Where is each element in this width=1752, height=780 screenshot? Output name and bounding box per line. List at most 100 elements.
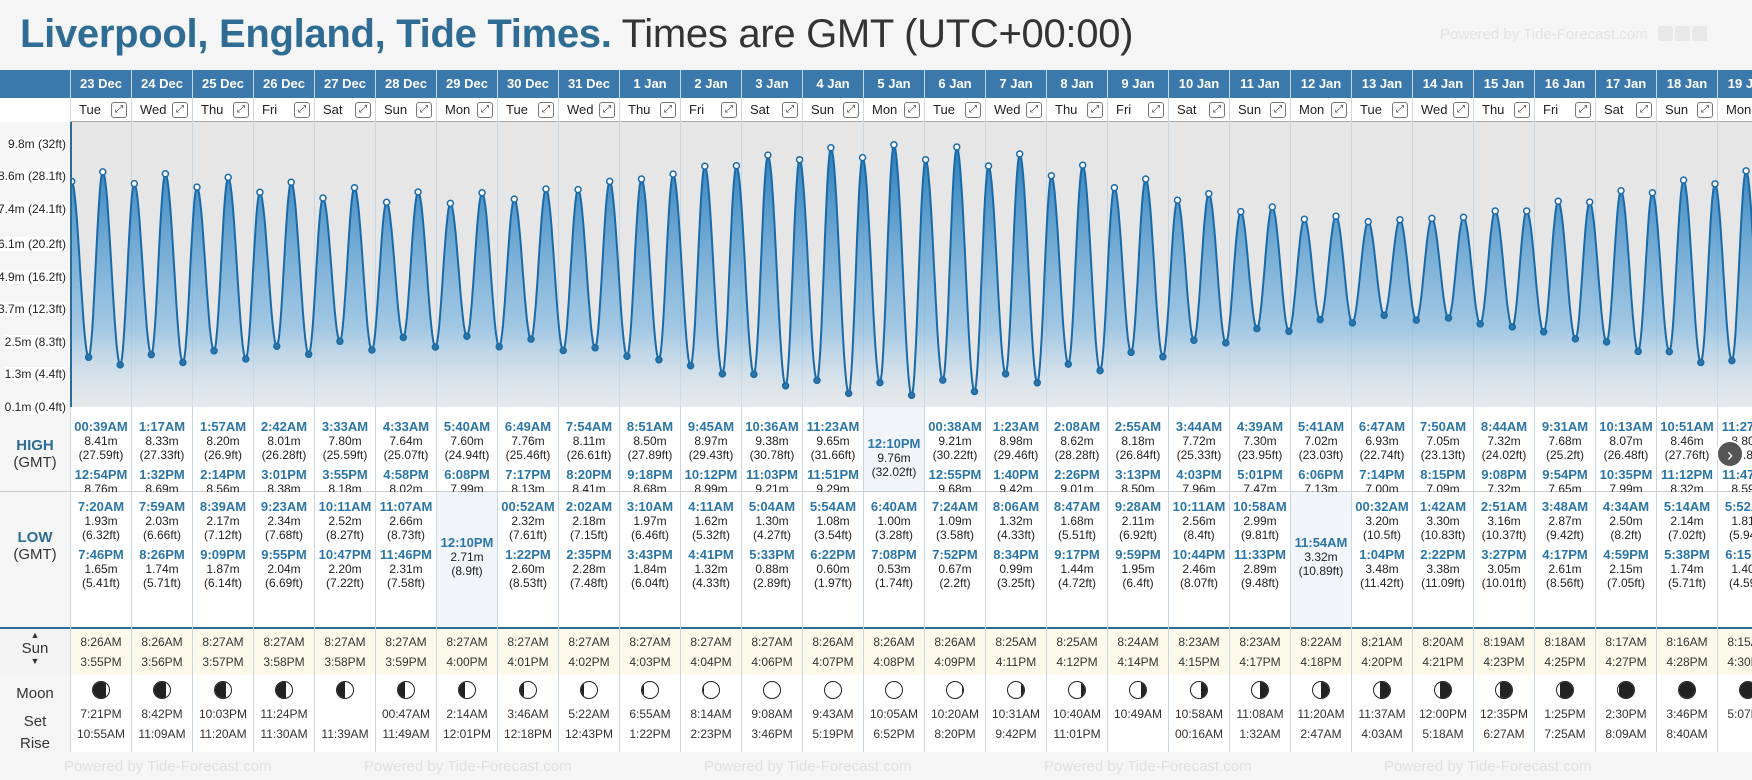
weekday-header: Tue ⤢ — [71, 98, 131, 122]
expand-icon[interactable]: ⤢ — [965, 102, 981, 118]
expand-icon[interactable]: ⤢ — [843, 102, 859, 118]
high-tide-time: 00:39AM — [74, 419, 128, 434]
moon-rise-label: Rise — [19, 735, 50, 752]
low-tide-height-m: 1.32m — [694, 562, 728, 576]
sunrise-time: 8:27AM — [568, 635, 610, 649]
expand-icon[interactable]: ⤢ — [1514, 102, 1530, 118]
day-column: 5 Jan Mon ⤢ 12:10PM 9.76m (32.02ft) 6:40AM 1.00… — [863, 70, 924, 752]
weekday-header: Mon ⤢ — [1291, 98, 1351, 122]
low-tide-height-ft: (8.73ft) — [386, 528, 425, 542]
moonset-time: 9:08AM — [751, 707, 793, 721]
weekday-header: Sun ⤢ — [376, 98, 436, 122]
weekday-label: Sun — [1665, 102, 1689, 117]
high-tide-height-m: 8.98m — [999, 434, 1033, 448]
low-tide-height-m: 3.38m — [1426, 562, 1460, 576]
sunset-time: 4:15PM — [1178, 655, 1220, 669]
expand-icon[interactable]: ⤢ — [1026, 102, 1042, 118]
scroll-right-button[interactable]: › — [1716, 440, 1744, 468]
sunrise-time: 8:27AM — [324, 635, 366, 649]
expand-icon[interactable]: ⤢ — [721, 102, 737, 118]
expand-icon[interactable]: ⤢ — [1148, 102, 1164, 118]
expand-icon[interactable]: ⤢ — [599, 102, 615, 118]
share-icon — [1674, 26, 1690, 41]
expand-icon[interactable]: ⤢ — [1392, 102, 1408, 118]
high-tide-height-ft: (25.2ft) — [1545, 448, 1584, 462]
expand-icon[interactable]: ⤢ — [111, 102, 127, 118]
day-column: 28 Dec Sun ⤢ 4:33AM 7.64m (25.07ft) 4:58PM 8.02… — [375, 70, 436, 752]
moonrise-time: 10:55AM — [76, 727, 126, 741]
moonset-time: 12:00PM — [1418, 707, 1468, 721]
high-tide-time: 1:17AM — [138, 419, 186, 434]
weekday-label: Tue — [1360, 102, 1382, 117]
expand-icon[interactable]: ⤢ — [1697, 102, 1713, 118]
sunset-time: 4:07PM — [812, 655, 854, 669]
sunset-time: 4:23PM — [1483, 655, 1525, 669]
weekday-label: Wed — [994, 102, 1021, 117]
sunrise-time: 8:27AM — [385, 635, 427, 649]
low-tide-height-ft: (6.4ft) — [1122, 576, 1154, 590]
high-tide-height-ft: (26.48ft) — [1603, 448, 1649, 462]
expand-icon[interactable]: ⤢ — [1453, 102, 1469, 118]
moon-phase-icon — [1129, 681, 1147, 699]
header-corner-lower — [0, 98, 70, 122]
day-column: 10 Jan Sat ⤢ 3:44AM 7.72m (25.33ft) 4:03PM 7.96… — [1168, 70, 1229, 752]
weekday-label: Fri — [1116, 102, 1132, 117]
expand-icon[interactable]: ⤢ — [355, 102, 371, 118]
sun-cell: 8:27AM 4:02PM — [559, 627, 619, 675]
high-tide-height-m: 9.65m — [816, 434, 850, 448]
expand-icon[interactable]: ⤢ — [1636, 102, 1652, 118]
expand-icon[interactable]: ⤢ — [782, 102, 798, 118]
low-tide-cell: 00:52AM 2.32m (7.61ft) 1:22PM 2.60m (8.53ft) — [498, 492, 558, 627]
moon-phase-icon — [946, 681, 964, 699]
chart-day-background — [1230, 122, 1290, 407]
low-tide-height-ft: (5.71ft) — [142, 576, 181, 590]
moonset-time: 10:49AM — [1113, 707, 1163, 721]
low-tide-time: 8:34PM — [993, 547, 1039, 562]
header-corner — [0, 70, 70, 98]
low-tide-time: 5:54AM — [809, 499, 857, 514]
moon-shadow — [1440, 682, 1451, 698]
expand-icon[interactable]: ⤢ — [477, 102, 493, 118]
low-tide-cell: 8:47AM 1.68m (5.51ft) 9:17PM 1.44m (4.72ft) — [1047, 492, 1107, 627]
expand-icon[interactable]: ⤢ — [1331, 102, 1347, 118]
expand-icon[interactable]: ⤢ — [1270, 102, 1286, 118]
moon-cell: 10:40AM 11:01PM — [1047, 675, 1107, 752]
expand-icon[interactable]: ⤢ — [233, 102, 249, 118]
weekday-label: Sun — [811, 102, 835, 117]
low-tide-time: 5:04AM — [748, 499, 796, 514]
expand-icon[interactable]: ⤢ — [904, 102, 920, 118]
day-column: 23 Dec Tue ⤢ 00:39AM 8.41m (27.59ft) 12:54PM 8.… — [70, 70, 131, 752]
sun-cell: 8:18AM 4:25PM — [1535, 627, 1595, 675]
chart-day-background — [803, 122, 863, 407]
expand-icon[interactable]: ⤢ — [1087, 102, 1103, 118]
expand-icon[interactable]: ⤢ — [538, 102, 554, 118]
moon-phase-icon — [824, 681, 842, 699]
expand-icon[interactable]: ⤢ — [172, 102, 188, 118]
moonset-time: 2:14AM — [446, 707, 488, 721]
moon-cell: 11:37AM 4:03AM — [1352, 675, 1412, 752]
expand-icon[interactable]: ⤢ — [660, 102, 676, 118]
share-icon — [1691, 26, 1707, 41]
weekday-label: Wed — [1421, 102, 1448, 117]
low-tide-height-m: 0.88m — [755, 562, 789, 576]
moon-cell: 12:00PM 5:18AM — [1413, 675, 1473, 752]
high-tz-label: (GMT) — [13, 454, 57, 471]
low-tide-height-m: 1.30m — [755, 514, 789, 528]
low-tide-height-ft: (7.22ft) — [325, 576, 364, 590]
low-tide-height-ft: (11.09ft) — [1421, 576, 1465, 590]
expand-icon[interactable]: ⤢ — [294, 102, 310, 118]
moon-cell: 12:35PM 6:27AM — [1474, 675, 1534, 752]
low-tide-height-ft: (7.48ft) — [569, 576, 608, 590]
expand-icon[interactable]: ⤢ — [416, 102, 432, 118]
high-tide-time: 1:57AM — [199, 419, 247, 434]
moon-phase-icon — [1678, 681, 1696, 699]
expand-icon[interactable]: ⤢ — [1209, 102, 1225, 118]
low-tide-cell: 7:24AM 1.09m (3.58ft) 7:52PM 0.67m (2.2ft) — [925, 492, 985, 627]
sunrise-time: 8:25AM — [995, 635, 1037, 649]
moonset-time: 11:20AM — [1297, 707, 1345, 721]
sunset-time: 4:11PM — [995, 655, 1037, 669]
high-tide-time: 10:51AM — [1660, 419, 1714, 434]
expand-icon[interactable]: ⤢ — [1575, 102, 1591, 118]
low-tide-time: 11:07AM — [379, 499, 433, 514]
